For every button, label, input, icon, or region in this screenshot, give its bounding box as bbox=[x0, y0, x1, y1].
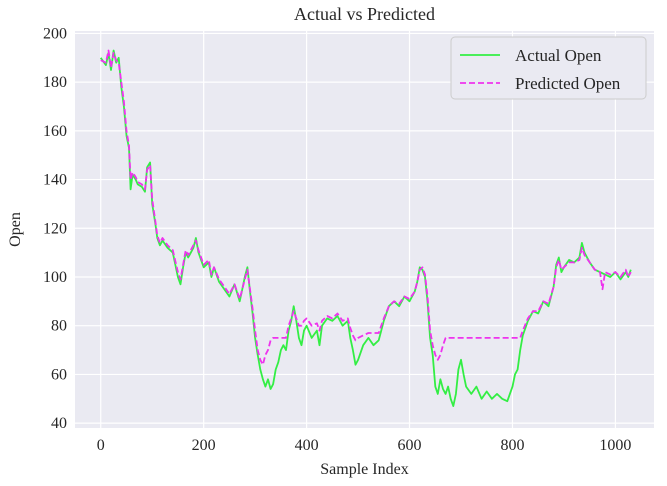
series-layer bbox=[99, 49, 632, 407]
y-axis-label: Open bbox=[7, 212, 24, 247]
legend-label-actual: Actual Open bbox=[515, 46, 602, 65]
y-tick-label: 40 bbox=[51, 415, 67, 432]
legend-label-predicted: Predicted Open bbox=[515, 74, 621, 93]
chart-title: Actual vs Predicted bbox=[294, 4, 435, 24]
y-tick-label: 140 bbox=[43, 172, 67, 189]
y-tick-label: 80 bbox=[51, 318, 67, 335]
x-tick-label: 400 bbox=[295, 437, 319, 454]
series-line-predicted bbox=[100, 49, 632, 366]
x-tick-label: 800 bbox=[500, 437, 524, 454]
y-tick-label: 200 bbox=[43, 25, 67, 42]
y-tick-label: 180 bbox=[43, 74, 67, 91]
y-tick-label: 100 bbox=[43, 269, 67, 286]
x-tick-label: 200 bbox=[192, 437, 216, 454]
y-tick-label: 160 bbox=[43, 123, 67, 140]
legend: Actual Open Predicted Open bbox=[450, 36, 647, 100]
y-tick-label: 120 bbox=[43, 220, 67, 237]
x-tick-label: 0 bbox=[97, 437, 105, 454]
grid-lines bbox=[75, 31, 654, 428]
y-tick-label: 60 bbox=[51, 366, 67, 383]
tick-labels: 0 200 400 600 800 1000 40 60 80 100 120 140 160 180 20… bbox=[43, 25, 631, 454]
x-axis-label: Sample Index bbox=[320, 461, 408, 478]
x-tick-label: 600 bbox=[398, 437, 422, 454]
x-tick-label: 1000 bbox=[599, 437, 631, 454]
